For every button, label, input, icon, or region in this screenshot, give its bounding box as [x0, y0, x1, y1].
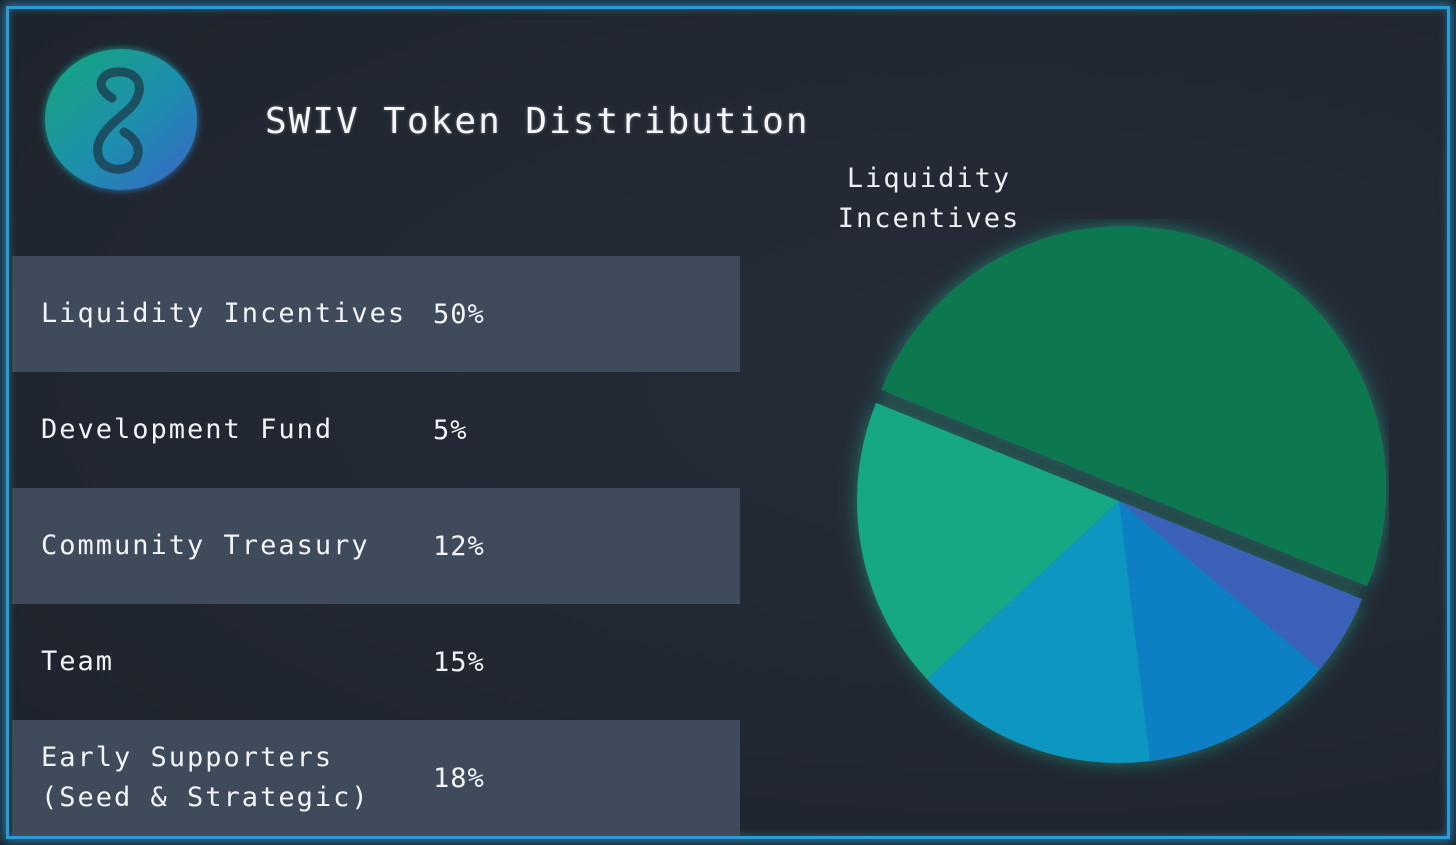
swiv-logo-icon — [45, 49, 197, 190]
pie-annotation: Liquidity Incentives — [834, 159, 1024, 239]
table-row: Early Supporters (Seed & Strategic) 18% — [12, 720, 740, 836]
distribution-table: Liquidity Incentives 50% Development Fun… — [12, 256, 740, 836]
chart-frame: SWIV Token Distribution Liquidity Incent… — [6, 6, 1450, 839]
swiv-logo — [44, 48, 198, 191]
row-label: Early Supporters (Seed & Strategic) — [41, 738, 370, 818]
pie-chart — [857, 226, 1387, 764]
row-label-line1: Early Supporters — [41, 742, 334, 773]
row-label: Community Treasury — [41, 530, 370, 561]
table-row: Development Fund 5% — [12, 372, 740, 488]
pie-slice-community-treasury — [1119, 501, 1320, 762]
row-label-line2: (Seed & Strategic) — [41, 782, 370, 813]
row-value: 5% — [433, 414, 468, 446]
page-title: SWIV Token Distribution — [265, 101, 810, 142]
row-value: 50% — [433, 298, 485, 330]
row-label: Development Fund — [41, 414, 334, 445]
pie-annotation-line1: Liquidity — [846, 163, 1012, 194]
row-label: Liquidity Incentives — [41, 298, 407, 329]
pie-slice-development-fund — [1119, 501, 1362, 670]
table-row: Community Treasury 12% — [12, 488, 740, 604]
pie-slice-early-supporters — [857, 402, 1119, 680]
row-value: 15% — [433, 646, 485, 678]
row-value: 12% — [433, 530, 485, 562]
pie-slice-liquidity-incentives — [881, 226, 1387, 587]
row-label: Team — [41, 646, 115, 677]
row-value: 18% — [433, 762, 485, 794]
table-row: Team 15% — [12, 604, 740, 720]
table-row: Liquidity Incentives 50% — [12, 256, 740, 372]
pie-annotation-line2: Incentives — [837, 203, 1021, 234]
pie-slice-team — [926, 501, 1151, 764]
